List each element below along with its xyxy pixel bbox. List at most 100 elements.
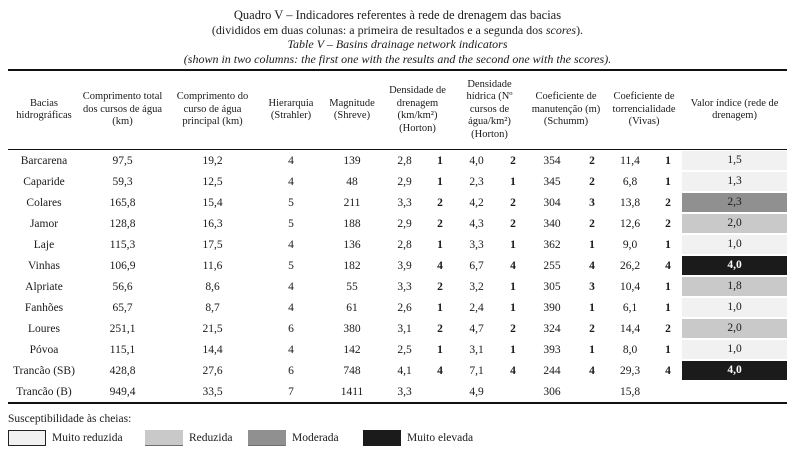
maintenance-coef-score: 1: [589, 301, 595, 314]
col-header-shreve: Magnitude (Shreve): [322, 70, 382, 150]
basin-name: Fanhões: [24, 301, 64, 314]
torrentiality-coef-score: 1: [665, 343, 671, 356]
maintenance-coef-value: 304: [543, 196, 561, 209]
maintenance-coef-score: 2: [589, 217, 595, 230]
susceptibility-chip: 2,0: [682, 214, 788, 233]
strahler-value: 4: [288, 343, 294, 356]
table-row: Jamor 128,8 16,3 5 188 2,9 2 4,3 2 340 2 12,6 2 2,0: [8, 213, 788, 234]
main-course-length-value: 11,6: [202, 259, 223, 272]
maintenance-coef-value: 244: [543, 364, 561, 377]
torrentiality-coef-value: 13,8: [619, 196, 641, 209]
hydric-density-value: 4,7: [469, 322, 484, 335]
drainage-density-value: 3,3: [397, 196, 412, 209]
caption-pt-title: Quadro V – Indicadores referentes à rede…: [233, 8, 562, 22]
total-length-value: 106,9: [109, 259, 136, 272]
torrentiality-coef-value: 10,4: [619, 280, 641, 293]
valor-indice-cell: [682, 381, 788, 404]
strahler-value: 5: [288, 217, 294, 230]
hydric-density-value: 4,9: [453, 381, 501, 404]
main-course-length-value: 15,4: [202, 196, 223, 209]
total-length-value: 428,8: [109, 364, 136, 377]
col-header-strahler: Hierarquia (Strahler): [260, 70, 322, 150]
susceptibility-chip: 2,3: [682, 193, 788, 212]
table-row: Vinhas 106,9 11,6 5 182 3,9 4 6,7 4 255 4 26,2 4 4,0: [8, 255, 788, 276]
table-row: Barcarena 97,5 19,2 4 139 2,8 1 4,0 2 354 2 11,4 1 1,…: [8, 150, 788, 172]
strahler-value: 6: [288, 322, 294, 335]
col-header-torrentiality-coef: Coeficiente de torrencialidade (Vivas): [606, 70, 683, 150]
valor-indice-cell: 1,0: [682, 234, 788, 255]
drainage-density-value: 2,8: [397, 154, 412, 167]
susceptibility-chip: 1,5: [682, 151, 788, 170]
hydric-density-value: 2,4: [469, 301, 484, 314]
strahler-value: 4: [288, 175, 294, 188]
table-row: Póvoa 115,1 14,4 4 142 2,5 1 3,1 1 393 1 8,0 1 1,0: [8, 339, 788, 360]
legend-item-reduzida: Reduzida: [145, 430, 248, 446]
drainage-density-value: 2,5: [397, 343, 412, 356]
hydric-density-value: 7,1: [469, 364, 484, 377]
shreve-value: 182: [343, 259, 361, 272]
col-header-basins: Bacias hidrográficas: [8, 70, 80, 150]
torrentiality-coef-value: 8,0: [622, 343, 638, 356]
torrentiality-coef-score: 1: [665, 175, 671, 188]
main-course-length-value: 19,2: [202, 154, 223, 167]
hydric-density-score: 2: [510, 196, 516, 209]
legend-item-muito-elevada: Muito elevada: [363, 430, 473, 446]
drainage-density-value: 2,6: [397, 301, 412, 314]
maintenance-coef-value: 362: [543, 238, 561, 251]
table-row: Fanhões 65,7 8,7 4 61 2,6 1 2,4 1 390 1 6,1 1 1,0: [8, 297, 788, 318]
moderada-swatch: [248, 430, 286, 446]
shreve-value: 139: [343, 154, 361, 167]
strahler-value: 5: [288, 259, 294, 272]
hydric-density-score: 1: [510, 238, 516, 251]
indicators-table: Bacias hidrográficas Comprimento total d…: [8, 69, 788, 404]
torrentiality-coef-value: 26,2: [619, 259, 641, 272]
maintenance-coef-score: 4: [589, 259, 595, 272]
maintenance-coef-value: 255: [543, 259, 561, 272]
legend-label: Moderada: [292, 432, 339, 444]
drainage-density-score: [427, 381, 454, 404]
torrentiality-coef-score: 1: [665, 280, 671, 293]
hydric-density-score: 4: [510, 259, 516, 272]
col-header-hydric-density: Densidade hídrica (Nº cursos de água/km²…: [453, 70, 527, 150]
col-header-index-value: Valor índice (rede de drenagem): [682, 70, 788, 150]
hydric-density-score: [500, 381, 527, 404]
basin-name: Vinhas: [28, 259, 60, 272]
torrentiality-coef-value: 15,8: [606, 381, 655, 404]
susceptibility-chip: 1,3: [682, 172, 788, 191]
basin-name: Barcarena: [20, 154, 68, 167]
legend-item-muito-reduzida: Muito reduzida: [8, 430, 145, 446]
shreve-value: 136: [343, 238, 361, 251]
legend-label: Muito elevada: [407, 432, 474, 444]
maintenance-coef-score: 2: [589, 322, 595, 335]
maintenance-coef-score: 3: [589, 280, 595, 293]
maintenance-coef-score: 1: [589, 343, 595, 356]
hydric-density-score: 1: [510, 280, 516, 293]
susceptibility-chip: 1,8: [682, 277, 788, 296]
total-length-value: 59,3: [112, 175, 133, 188]
maintenance-coef-value: 324: [543, 322, 561, 335]
legend-label: Reduzida: [189, 432, 233, 444]
susceptibility-chip: 4,0: [682, 256, 788, 275]
torrentiality-coef-value: 6,1: [622, 301, 638, 314]
torrentiality-coef-value: 29,3: [619, 364, 641, 377]
table-row: Loures 251,1 21,5 6 380 3,1 2 4,7 2 324 2 14,4 2 2,0: [8, 318, 788, 339]
shreve-value: 1411: [322, 381, 382, 404]
table-row: Colares 165,8 15,4 5 211 3,3 2 4,2 2 304 3 13,8 2 2,3: [8, 192, 788, 213]
main-course-length-value: 8,7: [205, 301, 220, 314]
basin-name: Trancão (SB): [13, 364, 75, 377]
shreve-value: 55: [346, 280, 358, 293]
shreve-value: 211: [343, 196, 361, 209]
maintenance-coef-value: 345: [543, 175, 561, 188]
shreve-value: 748: [343, 364, 361, 377]
drainage-density-score: 4: [437, 364, 443, 377]
maintenance-coef-score: [578, 381, 607, 404]
valor-indice-cell: 2,0: [682, 318, 788, 339]
col-header-main-course-length: Comprimento do curso de água principal (…: [165, 70, 260, 150]
strahler-value: 4: [288, 301, 294, 314]
hydric-density-value: 3,2: [469, 280, 484, 293]
hydric-density-score: 4: [510, 364, 516, 377]
legend-item-moderada: Moderada: [248, 430, 363, 446]
hydric-density-value: 6,7: [469, 259, 484, 272]
maintenance-coef-score: 4: [589, 364, 595, 377]
valor-indice-cell: 1,3: [682, 171, 788, 192]
